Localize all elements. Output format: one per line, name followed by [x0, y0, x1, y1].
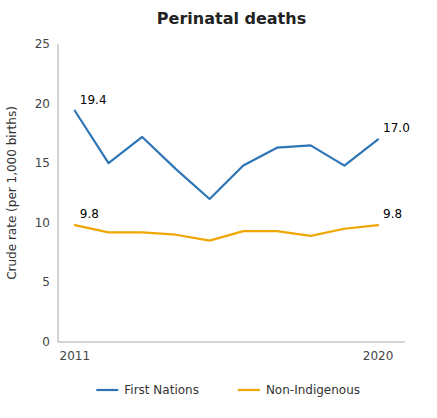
chart: Perinatal deaths Crude rate (per 1,000 bi… [0, 0, 437, 418]
x-axis-line [58, 342, 405, 343]
series-line [75, 111, 378, 199]
legend-label: First Nations [124, 383, 199, 397]
y-tick-label: 10 [35, 216, 50, 230]
annotation: 17.0 [383, 121, 410, 135]
plot-area [75, 111, 378, 241]
legend-swatch [96, 389, 118, 391]
x-tick-label: 2011 [60, 349, 91, 363]
legend-swatch [238, 389, 260, 391]
y-tick-label: 25 [35, 37, 50, 51]
y-axis-label: Crude rate (per 1,000 births) [5, 106, 19, 280]
annotation: 9.8 [383, 207, 402, 221]
annotation: 9.8 [80, 207, 99, 221]
y-axis-line [58, 44, 59, 342]
title: Perinatal deaths [157, 9, 306, 28]
annotation: 19.4 [80, 93, 107, 107]
x-tick-label: 2020 [363, 349, 394, 363]
y-tick-label: 0 [42, 335, 50, 349]
legend: First Nations Non-Indigenous [96, 383, 360, 397]
y-tick-label: 15 [35, 156, 50, 170]
y-tick-label: 5 [42, 275, 50, 289]
series-line [75, 225, 378, 241]
legend-label: Non-Indigenous [266, 383, 360, 397]
y-tick-label: 20 [35, 97, 50, 111]
